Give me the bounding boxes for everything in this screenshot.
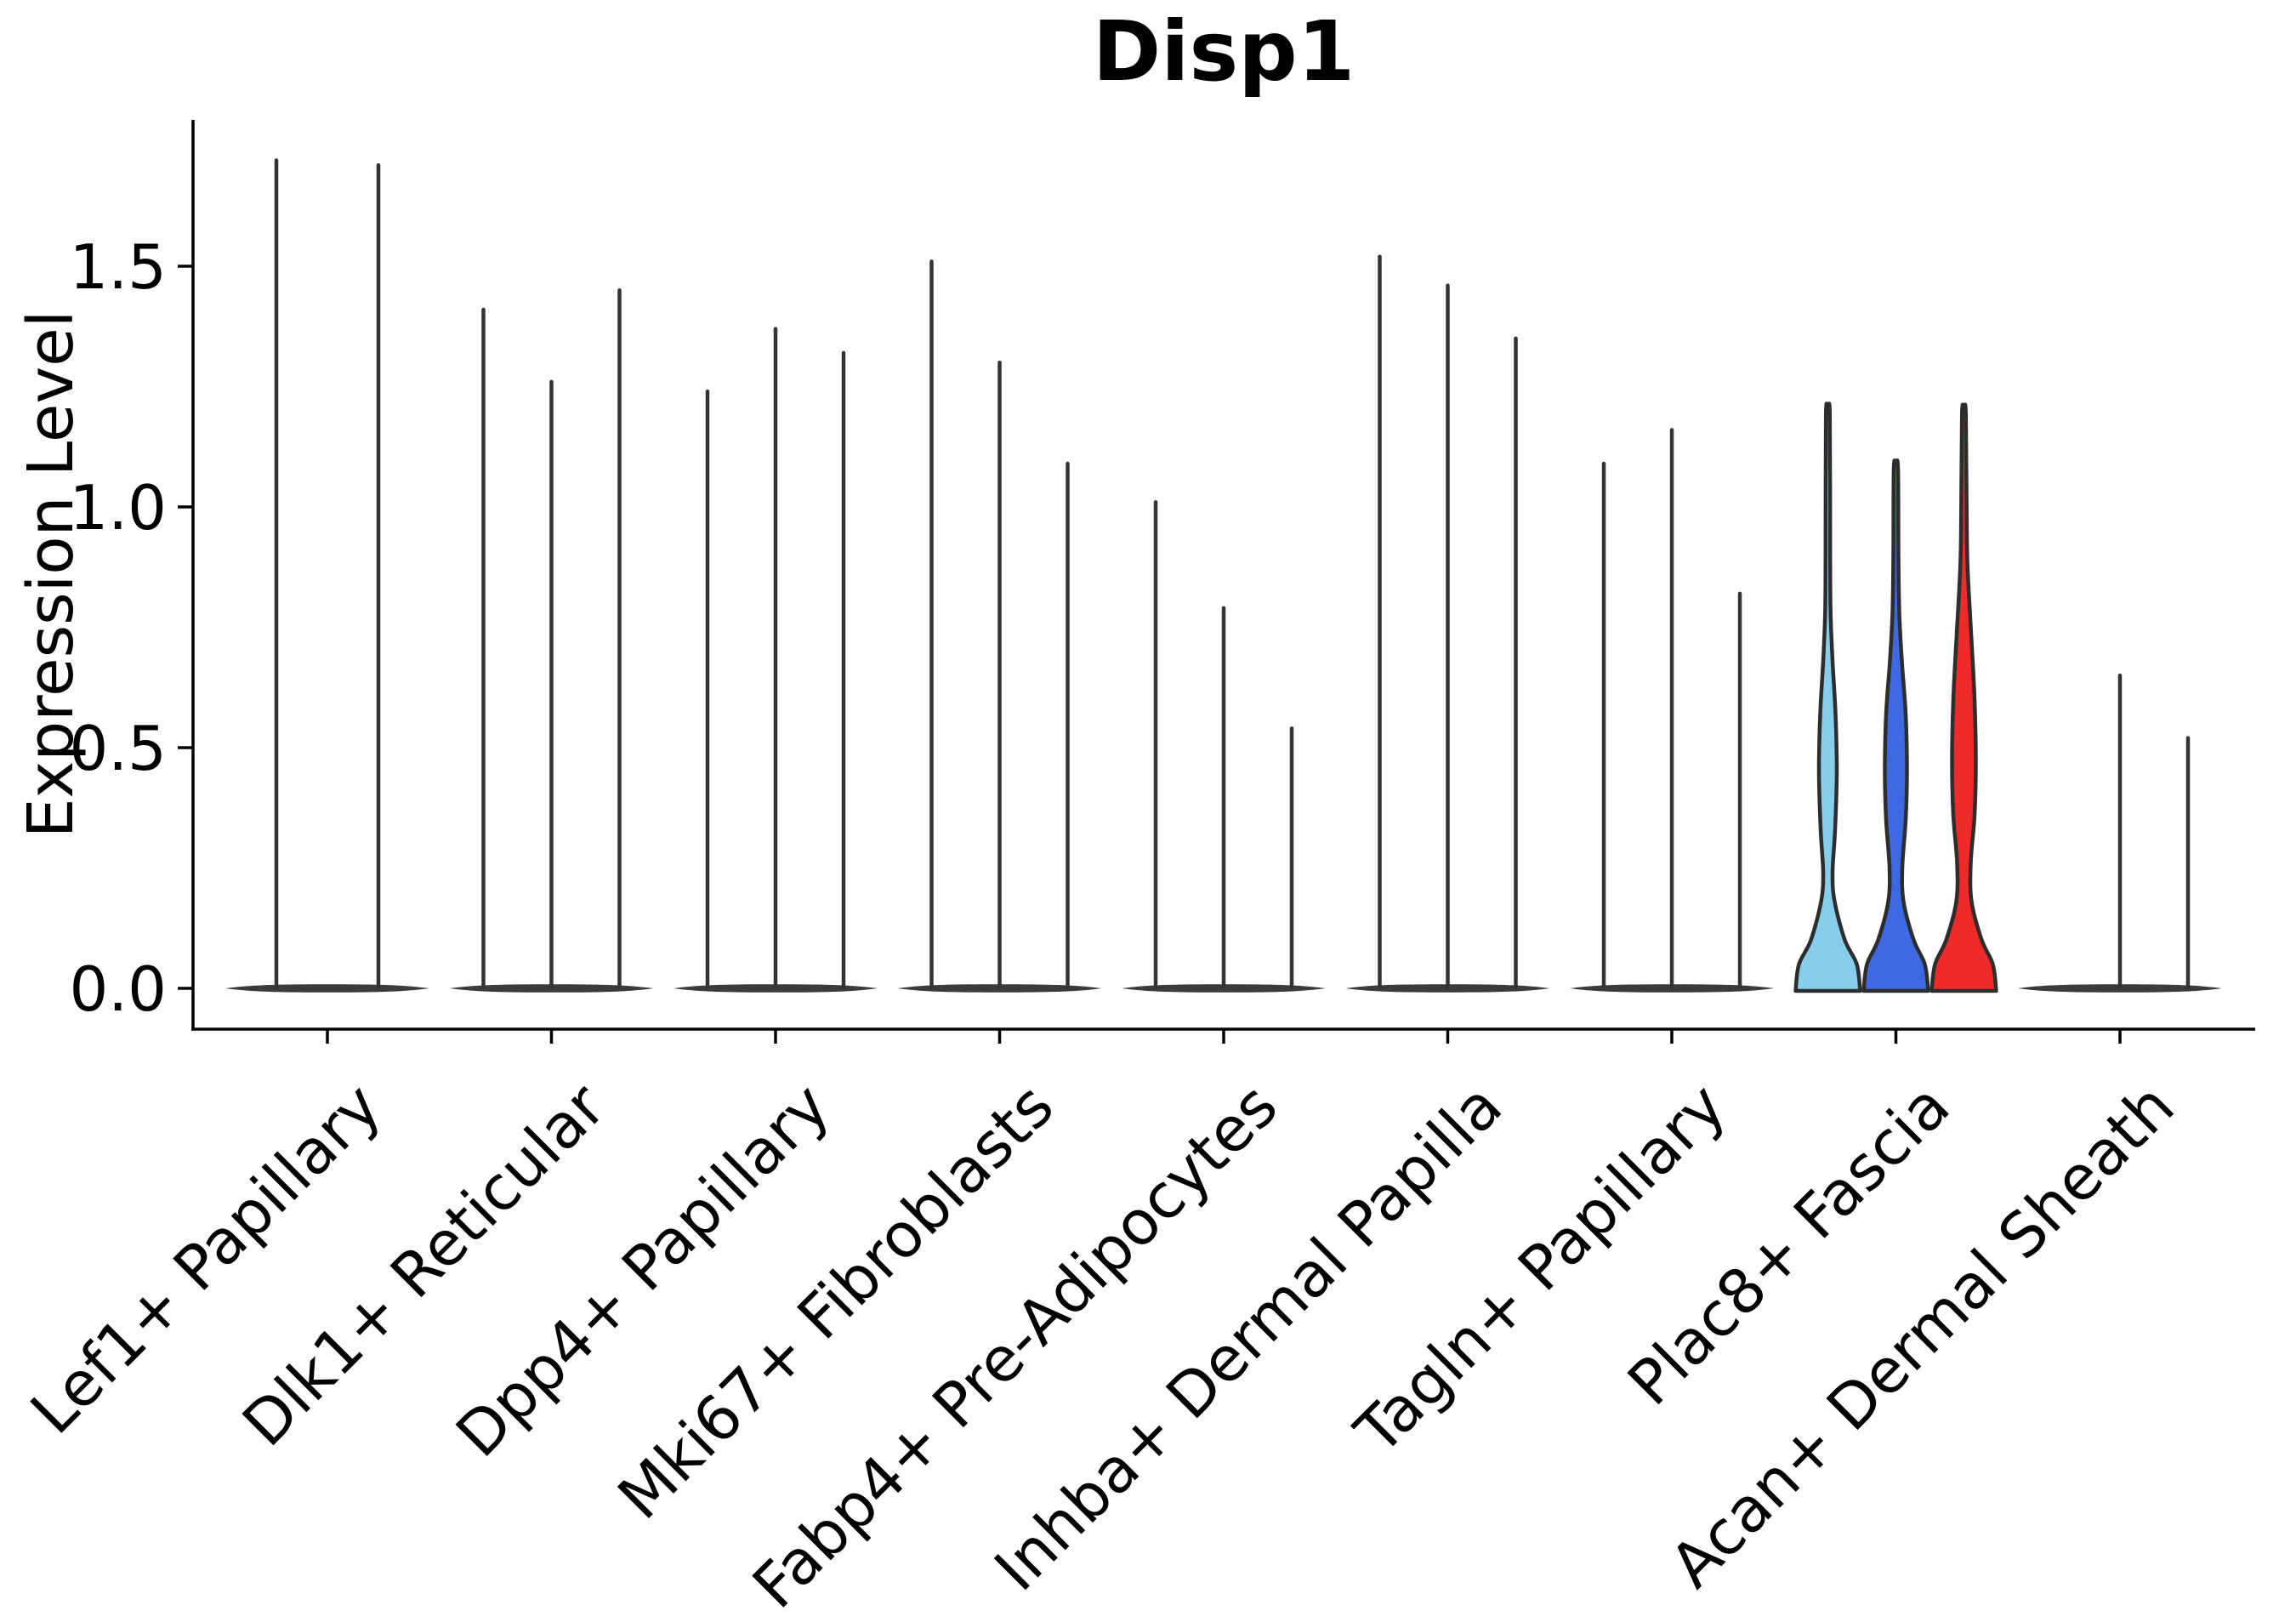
violin-filled	[1861, 458, 1930, 993]
y-tick-label: 0.0	[69, 953, 167, 1025]
plot-area: 0.0 0.5 1.0 1.5	[69, 120, 2255, 1044]
zero-disc	[225, 984, 429, 993]
violin-filled	[1929, 402, 1998, 993]
y-tick-label: 1.0	[69, 472, 167, 544]
chart-title: Disp1	[1092, 3, 1355, 100]
y-tick-label: 0.5	[69, 713, 167, 784]
y-tick-label: 1.5	[69, 231, 167, 303]
violin-filled	[1793, 401, 1862, 993]
